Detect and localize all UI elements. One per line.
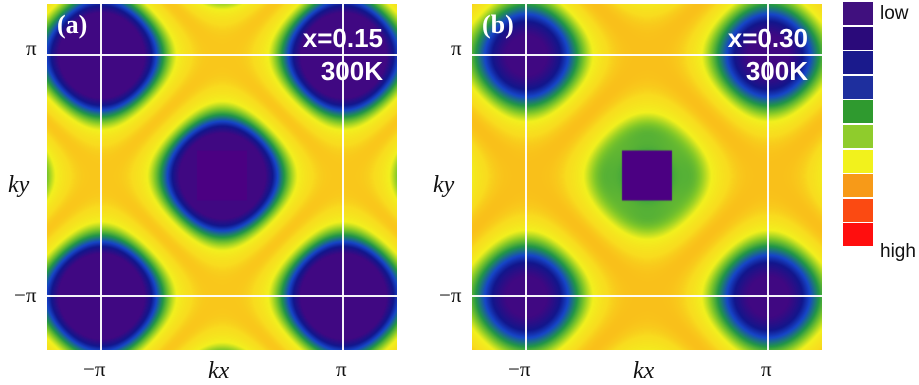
temperature-label: 300K xyxy=(745,56,808,86)
panel-label: (b) xyxy=(482,10,514,39)
gridline-ky-minus-pi xyxy=(472,295,822,297)
gridline-ky-minus-pi xyxy=(47,295,397,297)
heatmap-panel-a: (a) x=0.15 300K xyxy=(47,4,397,350)
doping-label: x=0.30 xyxy=(727,23,808,53)
x-tick-minus-pi: −π xyxy=(83,357,106,381)
gridline-ky-pi xyxy=(47,54,397,56)
heatmap-canvas-a xyxy=(47,4,397,350)
temperature-label: 300K xyxy=(320,56,383,86)
y-axis-label: ky xyxy=(8,172,30,198)
y-tick-minus-pi: −π xyxy=(14,283,37,307)
y-tick-minus-pi: −π xyxy=(439,283,462,307)
legend-swatch-2 xyxy=(843,51,873,75)
y-tick-pi: π xyxy=(26,36,37,60)
legend-swatch-0 xyxy=(843,2,873,25)
color-legend xyxy=(843,2,873,248)
y-axis-label: ky xyxy=(433,172,455,198)
y-tick-pi: π xyxy=(451,36,462,60)
legend-swatch-3 xyxy=(843,75,873,99)
heatmap-panel-b: (b) x=0.30 300K xyxy=(472,4,822,350)
gridline-ky-pi xyxy=(472,54,822,56)
legend-swatch-6 xyxy=(843,149,873,173)
x-axis-label: kx xyxy=(633,358,655,384)
legend-swatch-5 xyxy=(843,124,873,148)
panel-annotation: x=0.30 300K xyxy=(728,22,808,88)
gridline-kx-pi xyxy=(767,4,769,350)
legend-swatch-7 xyxy=(843,174,873,198)
panel-label: (a) xyxy=(57,10,88,39)
x-tick-pi: π xyxy=(761,357,772,381)
legend-high-label: high xyxy=(880,241,916,262)
panel-annotation: x=0.15 300K xyxy=(303,22,383,88)
gridline-kx-pi xyxy=(342,4,344,350)
legend-swatch-9 xyxy=(843,223,873,247)
gridline-kx-minus-pi xyxy=(525,4,527,350)
x-tick-pi: π xyxy=(336,357,347,381)
legend-low-label: low xyxy=(880,3,909,24)
legend-swatch-4 xyxy=(843,100,873,124)
x-axis-label: kx xyxy=(208,358,230,384)
legend-swatch-8 xyxy=(843,198,873,222)
doping-label: x=0.15 xyxy=(302,23,383,53)
legend-swatch-1 xyxy=(843,26,873,50)
x-tick-minus-pi: −π xyxy=(508,357,531,381)
heatmap-canvas-b xyxy=(472,4,822,350)
gridline-kx-minus-pi xyxy=(100,4,102,350)
